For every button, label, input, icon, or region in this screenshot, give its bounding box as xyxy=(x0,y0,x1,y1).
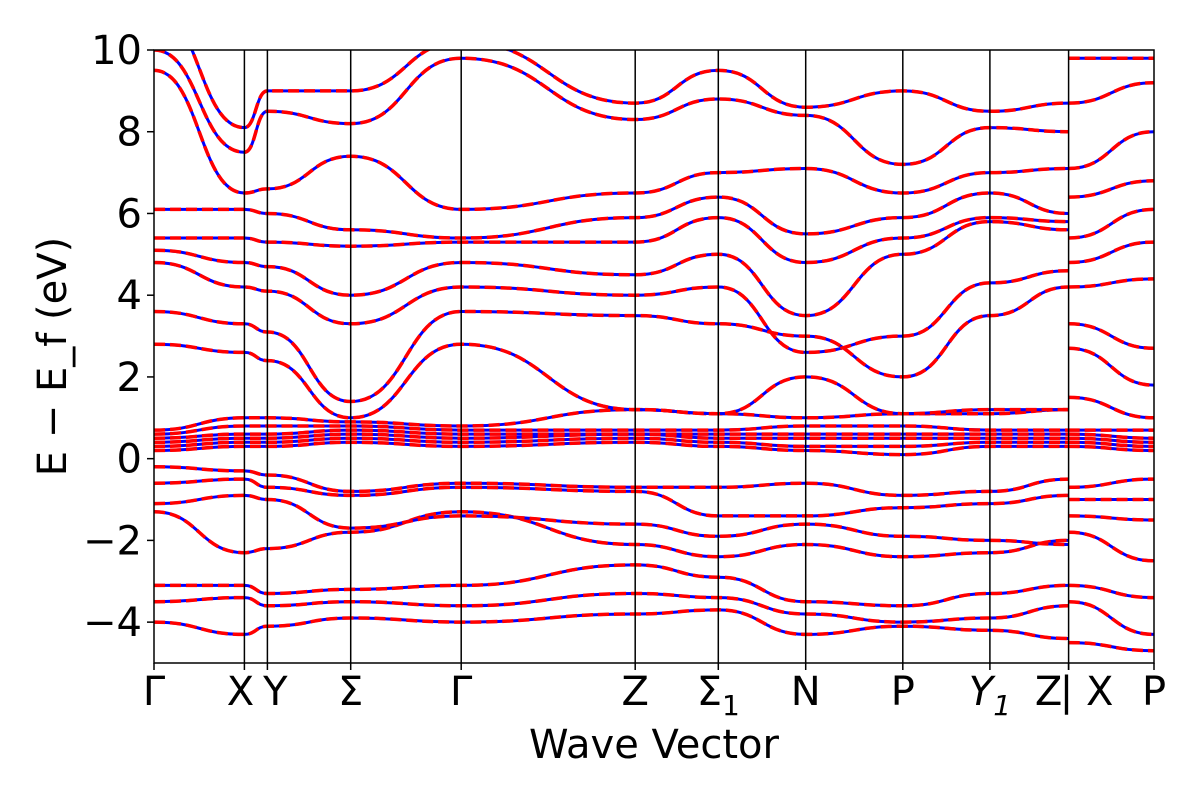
x-tick-label: Y1 xyxy=(969,669,1011,722)
x-tick-label: Γ xyxy=(450,669,473,715)
x-tick-label: X xyxy=(227,669,254,715)
band-3-dashed xyxy=(154,510,1154,563)
band-20-dashed xyxy=(154,50,1154,167)
band-16-solid xyxy=(154,220,1154,318)
x-tick-label: P xyxy=(1142,669,1166,715)
y-tick-label: 10 xyxy=(91,28,142,74)
x-tick-label: P xyxy=(891,669,915,715)
band-11-dashed xyxy=(154,424,1154,436)
x-tick-label: N xyxy=(791,669,821,715)
bands-layer xyxy=(154,50,1154,653)
x-axis-title: Wave Vector xyxy=(529,722,780,768)
band-7-dashed xyxy=(154,440,1154,457)
band-2-solid xyxy=(154,563,1154,608)
y-tick-label: −2 xyxy=(83,518,142,564)
band-21-solid xyxy=(190,50,1154,130)
y-tick-label: 6 xyxy=(117,191,142,237)
x-tick-label: Y xyxy=(262,669,288,715)
plot-frame xyxy=(153,49,1155,664)
y-tick-label: 4 xyxy=(117,273,142,319)
band-19-dashed xyxy=(154,68,1154,212)
x-tick-label: Z xyxy=(621,669,648,715)
band-20-solid xyxy=(154,50,1154,166)
band-18-solid xyxy=(154,179,1154,240)
y-axis-ticks: −4 −2 0 2 4 6 8 10 xyxy=(83,28,154,646)
band-16-dashed xyxy=(154,219,1154,318)
y-tick-label: 2 xyxy=(117,355,142,401)
x-tick-label: Γ xyxy=(143,669,166,715)
band-21-dashed xyxy=(190,50,1154,130)
x-tick-label: Σ xyxy=(338,669,363,715)
band-10-dashed xyxy=(154,428,1154,440)
y-tick-label: −4 xyxy=(83,600,142,646)
band-18-dashed xyxy=(154,179,1154,240)
x-tick-label: | X xyxy=(1060,669,1114,715)
band-2-dashed xyxy=(154,563,1154,608)
high-symmetry-lines xyxy=(243,50,1070,663)
x-tick-label: Σ1 xyxy=(697,669,740,722)
y-axis-title: E − E_f (eV) xyxy=(30,237,76,476)
y-tick-label: 0 xyxy=(117,437,142,483)
band-8-dashed xyxy=(154,436,1154,449)
y-tick-label: 8 xyxy=(117,110,142,156)
x-tick-label: Z xyxy=(1035,669,1062,715)
